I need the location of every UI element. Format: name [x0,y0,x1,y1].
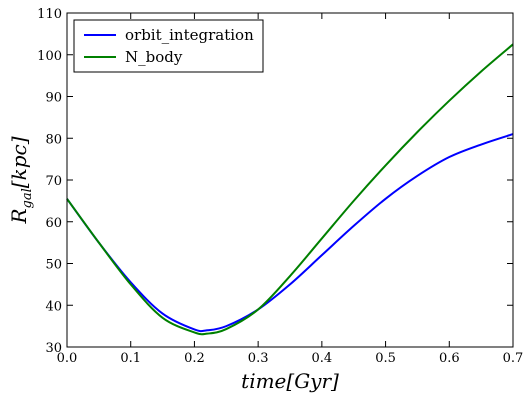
y-axis-label-subscript: gal [20,188,35,208]
x-tick-label: 0.3 [248,351,269,366]
y-tick-label: 70 [45,174,62,189]
y-axis-label-main: R [7,208,31,224]
y-tick-label: 100 [37,49,62,64]
legend-box [73,19,264,73]
legend-label-orbit-integration: orbit_integration [125,26,254,44]
x-tick-label: 0.0 [57,351,78,366]
y-tick-label: 60 [45,216,62,231]
y-tick-label: 90 [45,91,62,106]
y-tick-label: 110 [37,7,62,22]
x-tick-label: 0.5 [375,351,396,366]
series-line-orbit-integration [66,133,514,333]
x-tick-label: 0.6 [439,351,460,366]
y-tick-label: 80 [45,132,62,147]
x-axis-ticks: 0.0 0.1 0.2 0.3 0.4 0.5 0.6 0.7 [57,13,524,366]
legend: orbit_integration N_body [73,19,264,73]
y-tick-label: 30 [45,341,62,356]
y-axis-label: Rgal[kpc] [7,136,35,224]
x-tick-label: 0.2 [184,351,205,366]
y-tick-label: 40 [45,299,62,314]
y-tick-label: 50 [45,258,62,273]
legend-label-n-body: N_body [125,48,183,66]
x-tick-label: 0.7 [503,351,524,366]
x-tick-label: 0.4 [312,351,333,366]
x-tick-label: 0.1 [120,351,141,366]
y-axis-label-unit: [kpc] [7,136,31,188]
y-axis-ticks: 30 40 50 60 70 80 90 100 110 [37,7,513,356]
x-axis-label: time[Gyr] [241,369,339,393]
series-line-n-body [66,43,514,336]
